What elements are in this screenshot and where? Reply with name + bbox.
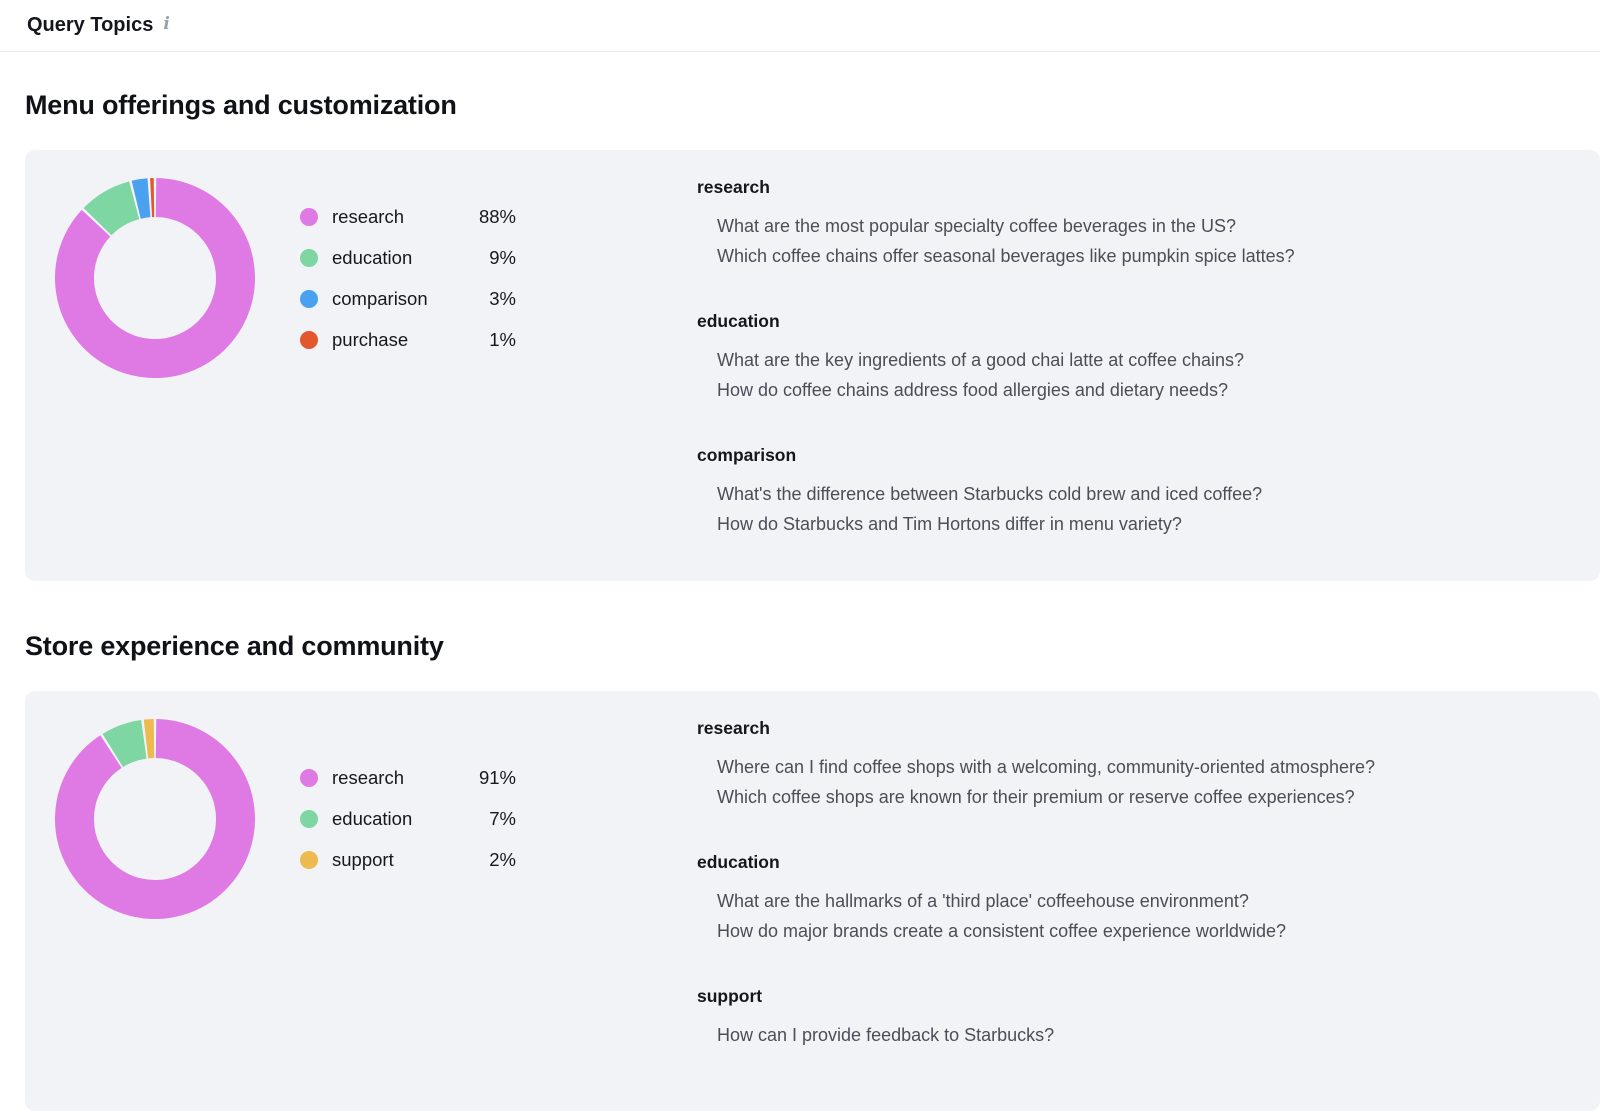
content: Menu offerings and customization researc… [0, 90, 1600, 1111]
query-text: Which coffee chains offer seasonal bever… [697, 241, 1560, 271]
legend-item[interactable]: purchase 1% [300, 319, 516, 360]
query-group-title: support [697, 985, 1560, 1007]
donut-segment-education[interactable] [113, 739, 144, 750]
section-title: Store experience and community [25, 631, 1600, 662]
query-text: Which coffee shops are known for their p… [697, 782, 1560, 812]
query-text: How can I provide feedback to Starbucks? [697, 1020, 1560, 1050]
query-group: comparison What's the difference between… [697, 444, 1560, 539]
legend-swatch-icon [300, 810, 318, 828]
query-text: Where can I find coffee shops with a wel… [697, 752, 1560, 782]
legend-swatch-icon [300, 769, 318, 787]
chart-area: research 88% education 9% comparison 3% … [55, 178, 697, 378]
donut-chart[interactable] [55, 719, 255, 919]
legend-label: purchase [332, 329, 468, 351]
legend-label: research [332, 767, 468, 789]
query-group: support How can I provide feedback to St… [697, 985, 1560, 1050]
donut-segment-comparison[interactable] [136, 198, 149, 200]
legend-label: research [332, 206, 468, 228]
legend-label: support [332, 849, 468, 871]
query-text: What's the difference between Starbucks … [697, 479, 1560, 509]
info-icon[interactable]: i [163, 14, 169, 34]
query-group: research Where can I find coffee shops w… [697, 717, 1560, 812]
query-list: What are the most popular specialty coff… [697, 211, 1560, 271]
topic-panel: research 88% education 9% comparison 3% … [25, 150, 1600, 581]
section-title: Menu offerings and customization [25, 90, 1600, 121]
legend-item[interactable]: education 7% [300, 799, 516, 840]
legend: research 91% education 7% support 2% [300, 758, 516, 881]
query-text: What are the hallmarks of a 'third place… [697, 886, 1560, 916]
legend-label: comparison [332, 288, 468, 310]
page-header: Query Topics i [0, 0, 1600, 52]
query-text: How do coffee chains address food allerg… [697, 375, 1560, 405]
query-group-title: research [697, 176, 1560, 198]
query-list: How can I provide feedback to Starbucks? [697, 1020, 1560, 1050]
topic-section: Store experience and community research … [25, 631, 1600, 1111]
query-group: education What are the hallmarks of a 't… [697, 851, 1560, 946]
donut-segment-support[interactable] [146, 739, 154, 740]
legend-value: 88% [468, 206, 516, 228]
query-group-title: education [697, 851, 1560, 873]
query-groups: research What are the most popular speci… [697, 176, 1560, 539]
query-group-title: research [697, 717, 1560, 739]
query-groups: research Where can I find coffee shops w… [697, 717, 1560, 1050]
legend-swatch-icon [300, 249, 318, 267]
query-group: education What are the key ingredients o… [697, 310, 1560, 405]
query-list: Where can I find coffee shops with a wel… [697, 752, 1560, 812]
legend-item[interactable]: research 88% [300, 196, 516, 237]
donut-segment-research[interactable] [74, 739, 235, 900]
legend-value: 3% [468, 288, 516, 310]
legend-value: 91% [468, 767, 516, 789]
legend: research 88% education 9% comparison 3% … [300, 196, 516, 360]
query-text: What are the most popular specialty coff… [697, 211, 1560, 241]
legend-value: 2% [468, 849, 516, 871]
donut-segment-education[interactable] [98, 200, 135, 221]
legend-item[interactable]: research 91% [300, 758, 516, 799]
query-group-title: comparison [697, 444, 1560, 466]
legend-swatch-icon [300, 331, 318, 349]
query-list: What's the difference between Starbucks … [697, 479, 1560, 539]
query-text: How do major brands create a consistent … [697, 916, 1560, 946]
legend-label: education [332, 247, 468, 269]
legend-swatch-icon [300, 851, 318, 869]
topic-panel: research 91% education 7% support 2% res… [25, 691, 1600, 1111]
query-list: What are the hallmarks of a 'third place… [697, 886, 1560, 946]
query-text: How do Starbucks and Tim Hortons differ … [697, 509, 1560, 539]
query-text: What are the key ingredients of a good c… [697, 345, 1560, 375]
page-title: Query Topics [27, 14, 153, 37]
legend-swatch-icon [300, 290, 318, 308]
legend-item[interactable]: comparison 3% [300, 278, 516, 319]
legend-label: education [332, 808, 468, 830]
query-group-title: education [697, 310, 1560, 332]
legend-item[interactable]: support 2% [300, 840, 516, 881]
legend-value: 1% [468, 329, 516, 351]
legend-item[interactable]: education 9% [300, 237, 516, 278]
legend-value: 7% [468, 808, 516, 830]
donut-chart[interactable] [55, 178, 255, 378]
legend-swatch-icon [300, 208, 318, 226]
legend-value: 9% [468, 247, 516, 269]
query-list: What are the key ingredients of a good c… [697, 345, 1560, 405]
chart-area: research 91% education 7% support 2% [55, 719, 697, 919]
topic-section: Menu offerings and customization researc… [25, 90, 1600, 581]
query-group: research What are the most popular speci… [697, 176, 1560, 271]
